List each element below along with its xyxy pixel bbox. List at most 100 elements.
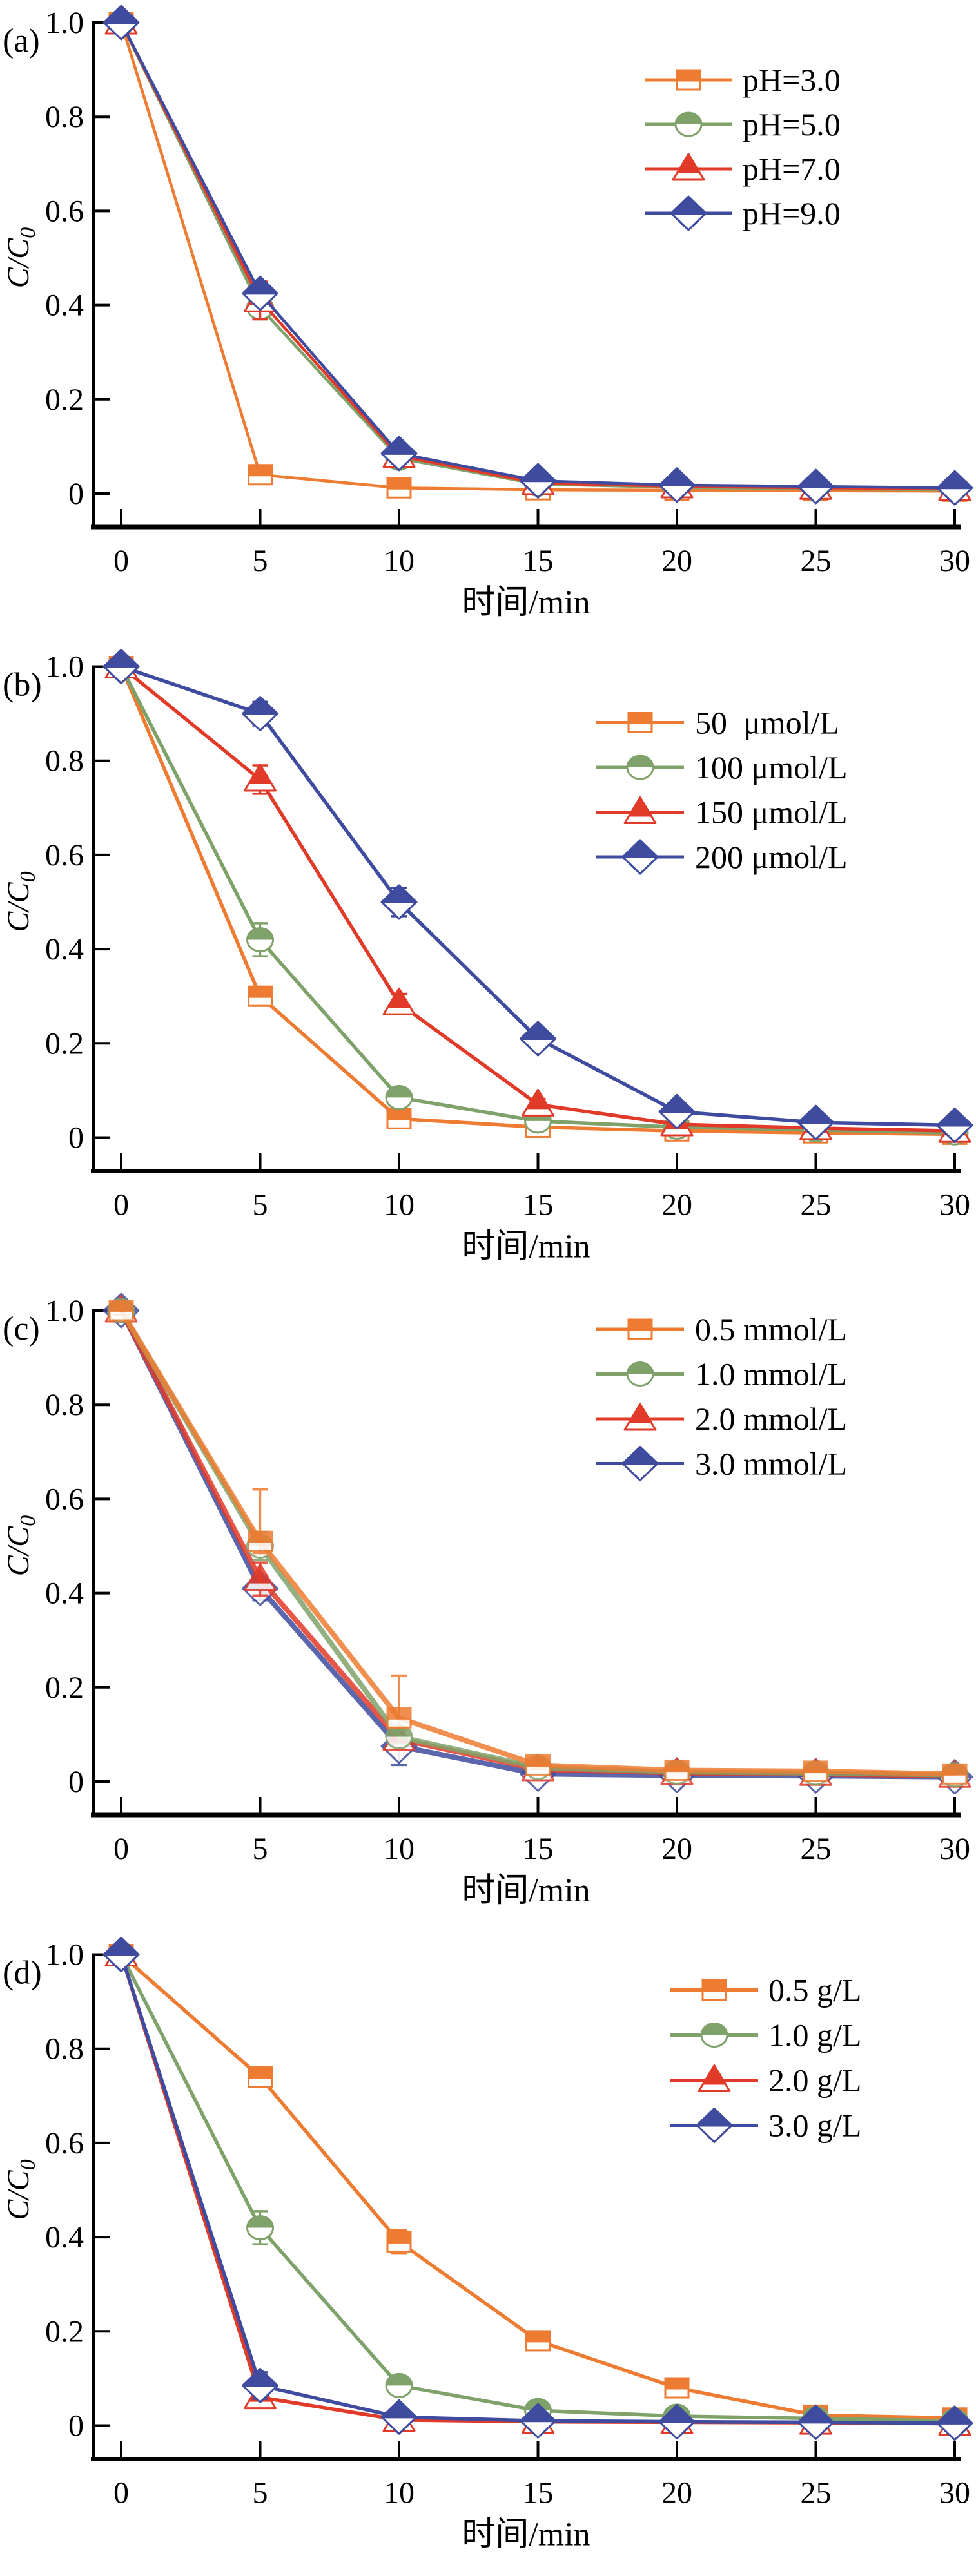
y-tick-label: 0.8 [45, 100, 84, 134]
diamond-marker [696, 2108, 733, 2143]
diamond-marker [936, 470, 973, 506]
y-tick-label: 1.0 [45, 650, 84, 684]
diamond-marker [936, 1107, 973, 1143]
triangle-marker [672, 153, 705, 181]
legend-label: 1.0 mmol/L [695, 1356, 847, 1392]
square-marker [627, 1318, 653, 1340]
y-tick-label: 0.2 [45, 2314, 84, 2349]
diamond-marker [520, 2403, 556, 2439]
legend-label: 200 μmol/L [695, 839, 848, 875]
x-tick-label: 0 [113, 1188, 129, 1222]
legend-item: 3.0 g/L [670, 2108, 861, 2144]
panel-d: 1.00.80.60.40.200 5 10 15 20 25 30时间/minC/C0(d… [1, 1937, 973, 2553]
y-tick-label: 0 [68, 1121, 84, 1155]
panel-label: (c) [3, 1311, 40, 1347]
x-tick-label: 5 [253, 2476, 268, 2510]
square-marker [664, 2377, 690, 2399]
triangle-marker [623, 1403, 657, 1431]
legend: 50 μmol/L 100 μmol/L 150 μmol/L 200 μmol/L [596, 705, 848, 875]
circle-marker [385, 1724, 413, 1750]
triangle-marker [698, 2064, 731, 2092]
x-tick-label: 20 [661, 544, 692, 578]
x-tick-label: 5 [253, 544, 268, 578]
diamond-marker [242, 696, 278, 732]
y-tick-label: 0.2 [45, 1671, 84, 1705]
x-tick-label: 30 [939, 544, 970, 578]
diamond-marker [621, 839, 659, 875]
legend-item: 150 μmol/L [596, 794, 848, 831]
square-marker [248, 464, 273, 486]
legend-item: 2.0 mmol/L [596, 1401, 847, 1437]
y-tick-label: 0.6 [45, 1482, 84, 1516]
panel-c: 1.00.80.60.40.200 5 10 15 20 25 30时间/minC/C0(c… [1, 1293, 973, 1909]
circle-marker [385, 2372, 413, 2398]
diamond-marker [658, 467, 696, 503]
legend-label: pH=7.0 [743, 151, 841, 187]
legend-item: pH=5.0 [645, 106, 841, 142]
legend-item: 1.0 mmol/L [596, 1356, 847, 1392]
triangle-marker [244, 1563, 277, 1591]
legend-label: 3.0 g/L [768, 2108, 861, 2144]
x-tick-label: 10 [384, 1188, 415, 1222]
y-tick-label: 0.4 [45, 2220, 84, 2254]
x-tick-label: 5 [253, 1832, 268, 1866]
y-tick-label: 0.2 [45, 383, 84, 417]
axes: 1.0 0.8 0.6 0.4 0.2 00 5 10 15 20 25 30 [45, 650, 970, 1222]
diamond-marker [380, 2399, 418, 2435]
x-tick-label: 15 [523, 544, 554, 578]
legend-label: 100 μmol/L [695, 749, 848, 785]
diamond-marker [102, 649, 140, 684]
legend-label: 50 μmol/L [695, 705, 839, 741]
square-marker [108, 1300, 134, 1322]
axes: 1.0 0.8 0.6 0.4 0.2 00 5 10 15 20 25 30 [45, 1938, 970, 2510]
legend-item: 2.0 g/L [670, 2062, 861, 2099]
legend-label: 2.0 g/L [768, 2062, 861, 2099]
legend-label: pH=3.0 [743, 62, 841, 98]
circle-marker [246, 2215, 274, 2240]
x-tick-label: 25 [801, 544, 832, 578]
diamond-marker [797, 1104, 834, 1140]
legend-item: pH=9.0 [645, 195, 841, 231]
square-marker [248, 1530, 273, 1552]
y-tick-label: 1.0 [45, 1938, 84, 1972]
legend-label: 1.0 g/L [768, 2017, 861, 2053]
x-axis-label: 时间/min [462, 1229, 590, 1265]
y-tick-label: 0.4 [45, 932, 84, 966]
y-tick-label: 0.4 [45, 289, 84, 323]
x-tick-label: 30 [939, 1832, 970, 1866]
diamond-marker [380, 436, 418, 472]
legend-item: 200 μmol/L [596, 839, 848, 875]
diamond-marker [670, 195, 707, 231]
legend-item: 100 μmol/L [596, 749, 848, 785]
triangle-marker [244, 764, 277, 792]
legend-item: 0.5 mmol/L [596, 1311, 847, 1347]
circle-marker [626, 1361, 654, 1387]
legend-item: 1.0 g/L [670, 2017, 861, 2053]
triangle-marker [623, 796, 657, 824]
diamond-marker [520, 463, 556, 499]
square-marker [676, 69, 701, 91]
legend-item: pH=7.0 [645, 151, 841, 187]
square-marker [803, 1760, 828, 1782]
y-tick-label: 0.6 [45, 194, 84, 228]
diamond-marker [658, 2404, 696, 2440]
x-tick-label: 25 [801, 1832, 832, 1866]
circle-marker [674, 111, 703, 137]
panel-label: (d) [3, 1955, 42, 1992]
legend-label: 150 μmol/L [695, 794, 848, 831]
y-tick-label: 0 [68, 1765, 84, 1799]
diamond-marker [102, 5, 140, 41]
legend-label: 3.0 mmol/L [695, 1446, 847, 1482]
legend-item: 50 μmol/L [596, 705, 839, 741]
legend-label: pH=5.0 [743, 106, 841, 142]
circle-marker [626, 755, 654, 780]
diamond-marker [658, 1093, 696, 1129]
axes: 1.0 0.8 0.6 0.4 0.2 00 5 10 15 20 25 30 [45, 1294, 970, 1866]
circle-marker [385, 1084, 413, 1110]
legend: 0.5 mmol/L 1.0 mmol/L 2.0 mmol/L 3.0 mmol/L [596, 1311, 847, 1482]
y-tick-label: 0.8 [45, 1388, 84, 1422]
x-tick-label: 30 [939, 2476, 970, 2510]
series-3.0-g-L [102, 1937, 973, 2441]
